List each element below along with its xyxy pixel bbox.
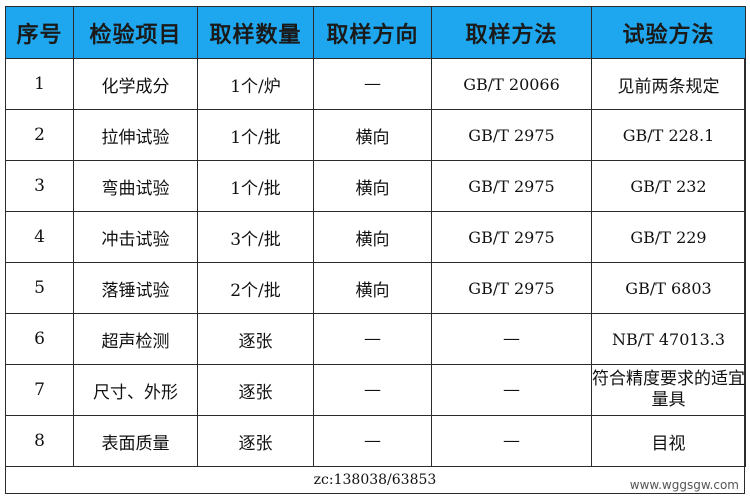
header-seq: 序号 xyxy=(5,6,74,59)
header-test-method: 试验方法 xyxy=(591,6,746,59)
cell-quantity: 1个/批 xyxy=(197,109,314,161)
header-sampling-method: 取样方法 xyxy=(431,6,592,59)
cell-direction: 横向 xyxy=(313,109,432,161)
cell-sampling-method: GB/T 2975 xyxy=(431,160,592,212)
cell-sampling-method: GB/T 2975 xyxy=(431,109,592,161)
cell-seq: 5 xyxy=(5,262,74,314)
cell-test-method: NB/T 47013.3 xyxy=(591,313,746,365)
cell-item: 超声检测 xyxy=(73,313,198,365)
cell-seq: 8 xyxy=(5,415,74,467)
cell-sampling-method: — xyxy=(431,364,592,416)
cell-test-method: GB/T 6803 xyxy=(591,262,746,314)
cell-quantity: 3个/批 xyxy=(197,211,314,263)
cell-test-method: 符合精度要求的适宜量具 xyxy=(591,364,746,416)
cell-test-method: GB/T 228.1 xyxy=(591,109,746,161)
cell-direction: — xyxy=(313,313,432,365)
cell-sampling-method: GB/T 2975 xyxy=(431,262,592,314)
cell-sampling-method: GB/T 20066 xyxy=(431,58,592,110)
cell-direction: — xyxy=(313,364,432,416)
cell-quantity: 逐张 xyxy=(197,364,314,416)
inspection-table: 序号 检验项目 取样数量 取样方向 取样方法 试验方法 1 化学成分 1个/炉 … xyxy=(5,6,746,467)
cell-quantity: 逐张 xyxy=(197,415,314,467)
table-row: 6 超声检测 逐张 — — NB/T 47013.3 xyxy=(5,313,746,365)
cell-test-method: GB/T 232 xyxy=(591,160,746,212)
cell-item: 弯曲试验 xyxy=(73,160,198,212)
cell-sampling-method: GB/T 2975 xyxy=(431,211,592,263)
cell-item: 化学成分 xyxy=(73,58,198,110)
site-watermark: www.wggsgw.com xyxy=(629,478,739,492)
cell-sampling-method: — xyxy=(431,313,592,365)
table-row: 1 化学成分 1个/炉 — GB/T 20066 见前两条规定 xyxy=(5,58,746,110)
cell-direction: 横向 xyxy=(313,262,432,314)
cell-direction: — xyxy=(313,415,432,467)
cell-test-method: GB/T 229 xyxy=(591,211,746,263)
footer-code: zc:138038/63853 xyxy=(313,472,437,488)
cell-seq: 6 xyxy=(5,313,74,365)
cell-item: 尺寸、外形 xyxy=(73,364,198,416)
cell-seq: 2 xyxy=(5,109,74,161)
table-row: 7 尺寸、外形 逐张 — — 符合精度要求的适宜量具 xyxy=(5,364,746,416)
cell-test-method: 目视 xyxy=(591,415,746,467)
cell-item: 表面质量 xyxy=(73,415,198,467)
cell-quantity: 逐张 xyxy=(197,313,314,365)
header-item: 检验项目 xyxy=(73,6,198,59)
cell-item: 落锤试验 xyxy=(73,262,198,314)
table-row: 2 拉伸试验 1个/批 横向 GB/T 2975 GB/T 228.1 xyxy=(5,109,746,161)
cell-direction: 横向 xyxy=(313,160,432,212)
cell-sampling-method: — xyxy=(431,415,592,467)
cell-quantity: 1个/炉 xyxy=(197,58,314,110)
cell-seq: 7 xyxy=(5,364,74,416)
cell-test-method: 见前两条规定 xyxy=(591,58,746,110)
cell-seq: 3 xyxy=(5,160,74,212)
cell-quantity: 2个/批 xyxy=(197,262,314,314)
table-row: 5 落锤试验 2个/批 横向 GB/T 2975 GB/T 6803 xyxy=(5,262,746,314)
cell-seq: 1 xyxy=(5,58,74,110)
cell-seq: 4 xyxy=(5,211,74,263)
header-row: 序号 检验项目 取样数量 取样方向 取样方法 试验方法 xyxy=(5,6,746,59)
table-footer: zc:138038/63853 www.wggsgw.com xyxy=(5,464,745,494)
cell-direction: 横向 xyxy=(313,211,432,263)
table-row: 4 冲击试验 3个/批 横向 GB/T 2975 GB/T 229 xyxy=(5,211,746,263)
header-direction: 取样方向 xyxy=(313,6,432,59)
header-quantity: 取样数量 xyxy=(197,6,314,59)
cell-item: 冲击试验 xyxy=(73,211,198,263)
table-row: 8 表面质量 逐张 — — 目视 xyxy=(5,415,746,467)
table-row: 3 弯曲试验 1个/批 横向 GB/T 2975 GB/T 232 xyxy=(5,160,746,212)
cell-item: 拉伸试验 xyxy=(73,109,198,161)
cell-direction: — xyxy=(313,58,432,110)
cell-quantity: 1个/批 xyxy=(197,160,314,212)
